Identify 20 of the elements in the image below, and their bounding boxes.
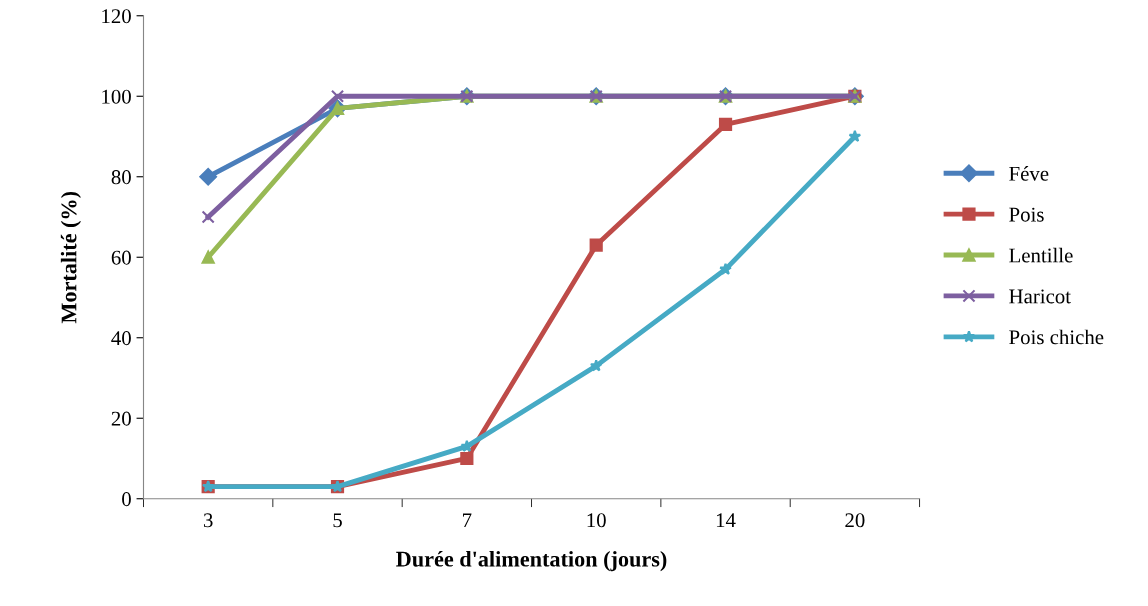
x-tick-label: 10	[587, 513, 606, 528]
legend-label: Féve	[1009, 166, 1049, 181]
x-tick-label: 20	[845, 513, 865, 528]
legend-label: Pois	[1009, 207, 1044, 222]
x-tick-label: 7	[463, 513, 472, 528]
y-tick-label: 20	[111, 411, 131, 426]
y-tick-label: 120	[102, 9, 131, 24]
x-axis-title: Durée d'alimentation (jours)	[396, 550, 667, 572]
y-tick-label: 40	[111, 331, 131, 346]
legend-label: Lentille	[1009, 247, 1073, 263]
x-tick-label: 5	[333, 513, 342, 528]
y-tick-label: 60	[111, 250, 131, 265]
y-tick-label: 100	[102, 89, 131, 104]
legend-label: Pois chiche	[1009, 329, 1104, 345]
x-tick-label: 3	[203, 513, 213, 528]
y-axis-title: Mortalité (%)	[60, 191, 81, 324]
x-tick-label: 14	[716, 513, 736, 528]
y-tick-label: 80	[111, 170, 131, 185]
y-tick-label: 0	[122, 492, 131, 507]
legend-label: Haricot	[1009, 289, 1071, 304]
